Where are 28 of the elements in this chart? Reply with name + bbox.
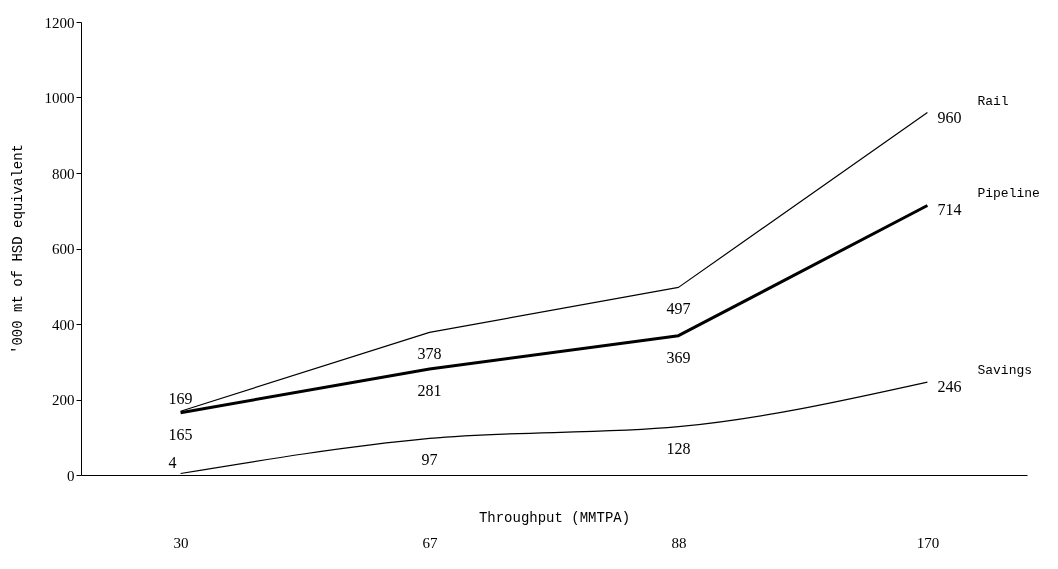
y-axis-title: '000 mt of HSD equivalent (9, 143, 26, 355)
data-label: 246 (937, 378, 962, 396)
y-tick-label: 0 (67, 467, 75, 484)
data-label: 714 (937, 201, 962, 219)
data-label: 378 (417, 345, 442, 363)
data-label: 281 (417, 381, 442, 399)
data-label: 128 (666, 439, 691, 457)
data-label: 960 (937, 108, 962, 126)
y-tick-label: 1000 (44, 90, 75, 106)
x-tick-label: 67 (422, 534, 439, 551)
text: Pipeline (977, 186, 1040, 202)
y-tick-label: 800 (52, 165, 75, 182)
text: Rail (977, 93, 1009, 109)
data-label: 369 (666, 348, 691, 366)
x-tick-label: 30 (173, 534, 189, 551)
y-tick-label: 600 (52, 241, 75, 257)
data-label: 497 (666, 300, 691, 318)
data-label: 4 (168, 454, 177, 472)
x-tick-label: 170 (916, 534, 940, 551)
data-label: 165 (168, 425, 193, 443)
x-tick-label: 88 (671, 534, 687, 551)
y-tick-label: 400 (52, 316, 75, 333)
y-tick-label: 200 (52, 392, 75, 408)
data-label: 97 (421, 451, 438, 469)
data-label: 169 (168, 390, 193, 408)
text: Savings (977, 363, 1033, 379)
y-tick-label: 1200 (44, 14, 75, 31)
x-axis-title: Throughput (MMTPA) (478, 509, 631, 526)
